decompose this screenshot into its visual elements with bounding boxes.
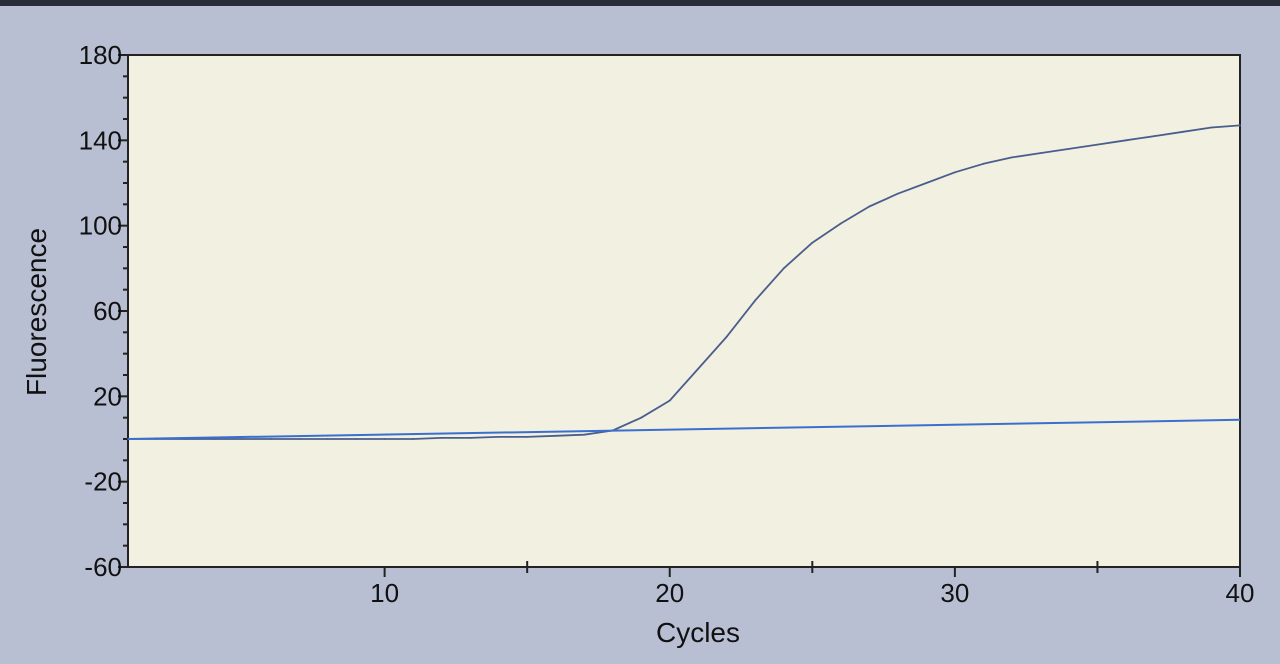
data-point (383, 438, 386, 440)
data-point (1239, 124, 1241, 127)
x-tick-label: 30 (940, 578, 969, 608)
plot-area (127, 54, 1241, 568)
data-point (896, 192, 899, 195)
data-point (1039, 152, 1042, 155)
threshold-baseline (127, 418, 1241, 440)
data-point (811, 241, 814, 244)
data-point (355, 438, 358, 440)
y-tick-label: 100 (79, 211, 122, 241)
data-point (583, 433, 586, 436)
x-tick-label: 40 (1226, 578, 1255, 608)
y-tick-label: 20 (93, 381, 122, 411)
x-tick-label: 10 (370, 578, 399, 608)
data-point (526, 435, 529, 438)
y-tick-label: -60 (84, 552, 122, 582)
data-point (1210, 126, 1213, 129)
data-point (754, 299, 757, 302)
data-point (1153, 135, 1156, 137)
amplification-curve (128, 124, 1241, 440)
data-point (982, 162, 985, 165)
data-point (925, 182, 928, 184)
data-point (326, 438, 329, 440)
data-point (1182, 130, 1184, 133)
window-top-edge (0, 0, 1280, 6)
data-point (640, 416, 643, 419)
y-tick-label: -20 (84, 467, 122, 497)
data-point (953, 171, 956, 174)
data-point (554, 434, 557, 437)
data-point (497, 435, 500, 438)
data-point (298, 438, 300, 440)
data-point (1068, 147, 1070, 150)
data-point (725, 335, 728, 338)
data-point (440, 437, 443, 439)
x-tick-label: 20 (655, 578, 684, 608)
data-point (269, 438, 272, 440)
y-tick-label: 140 (79, 125, 122, 155)
y-axis-title: Fluorescence (21, 228, 52, 396)
data-point (697, 367, 700, 370)
data-point (668, 399, 671, 402)
data-point (1125, 139, 1127, 142)
y-tick-label: 180 (79, 40, 122, 70)
data-point (782, 267, 785, 270)
data-point (469, 437, 472, 439)
data-point (868, 205, 871, 208)
data-point (212, 438, 215, 440)
data-point (839, 222, 842, 225)
data-point (412, 438, 415, 440)
y-tick-label: 60 (93, 296, 122, 326)
data-point (1010, 156, 1013, 159)
data-point (241, 438, 243, 440)
x-axis-title: Cycles (656, 617, 740, 648)
data-point (1096, 143, 1099, 146)
